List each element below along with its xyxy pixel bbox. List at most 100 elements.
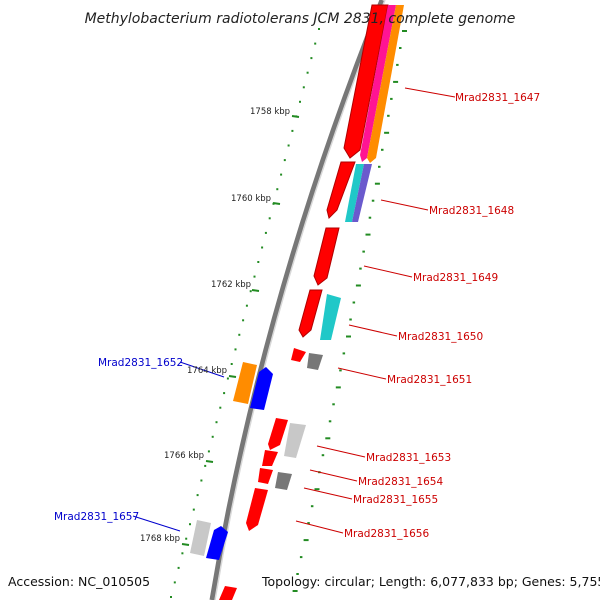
gc-dot [257,261,260,263]
cds-arrow[interactable] [343,4,389,159]
forward-gene-labels: Mrad2831_1647 Mrad2831_1648 Mrad2831_164… [344,92,540,540]
gc-dot [196,494,199,497]
map-title: Methylobacterium radiotolerans JCM 2831,… [85,11,516,27]
gc-dot [219,406,222,409]
cds-arrow[interactable] [298,289,323,338]
gc-dot [303,539,309,542]
label-leaders [132,87,456,534]
tick-mark [228,375,237,378]
gc-dot [292,590,298,592]
gc-dot [296,573,299,575]
cds-arrow[interactable] [291,348,306,362]
gene-label[interactable]: Mrad2831_1648 [429,205,514,217]
cds-arrow[interactable] [250,367,273,410]
tick-label: 1768 kbp [140,534,180,544]
gene-label[interactable]: Mrad2831_1653 [366,452,451,464]
gc-dot [368,216,372,219]
gc-dot [318,28,320,30]
gc-dot [365,233,371,236]
cds-arrow[interactable] [258,468,273,484]
gc-dot [185,537,188,540]
gc-dot [177,566,180,569]
gc-dot [249,290,252,293]
gc-dot [381,148,384,151]
tick-label: 1760 kbp [231,194,271,204]
gc-dot [314,488,320,491]
gc-dot [371,199,375,202]
tick-mark [272,202,281,205]
gc-dot [280,173,283,176]
forward-strand-features [219,4,404,600]
cds-arrow[interactable] [313,227,340,286]
gene-label[interactable]: Mrad2831_1651 [387,374,472,386]
gc-dot [352,301,356,304]
gc-dot [223,392,226,395]
genome-backbone [209,0,385,600]
gc-dot [332,403,335,406]
gene-label[interactable]: Mrad2831_1650 [398,331,483,343]
gc-dot [362,250,365,253]
cds-arrow[interactable] [262,450,278,466]
gc-dot [310,505,314,508]
gc-dot [283,159,286,162]
gc-dot [396,63,399,66]
tick-label: 1766 kbp [164,451,204,461]
gc-dot [238,333,241,336]
gc-dot [189,523,191,526]
cds-arrow[interactable] [275,472,292,490]
gc-dot [299,556,303,559]
tick-label: 1758 kbp [250,107,290,117]
gc-dot [192,508,195,511]
tick-label: 1764 kbp [187,366,227,376]
gc-dot [287,144,290,147]
gc-dot [261,246,264,249]
gene-label[interactable]: Mrad2831_1647 [455,92,540,104]
cds-arrow[interactable] [219,586,237,600]
gc-dot [393,80,399,83]
cds-arrow[interactable] [320,294,341,340]
gc-dot [328,420,332,423]
gc-dot [245,304,248,307]
cds-arrow[interactable] [307,353,323,370]
cds-arrow[interactable] [206,526,228,560]
gc-dot [359,267,362,270]
genome-summary-text: Topology: circular; Length: 6,077,833 bp… [261,574,600,589]
gene-label[interactable]: Mrad2831_1654 [358,476,443,488]
gc-dot [302,86,305,89]
tick-mark [205,460,214,463]
gc-dot [215,421,218,424]
gc-dot [325,437,331,440]
gc-dot [226,377,229,380]
gc-dot [307,522,310,525]
gc-dot [374,182,380,185]
gc-dot [200,479,203,482]
cds-arrow[interactable] [352,164,372,222]
gc-dot [349,318,352,321]
gene-label[interactable]: Mrad2831_1655 [353,494,438,506]
gc-dot [339,369,342,372]
gc-dot [335,386,341,389]
gene-label[interactable]: Mrad2831_1657 [54,511,139,523]
cds-arrow[interactable] [190,520,211,556]
cds-arrow[interactable] [284,423,306,458]
cds-arrow[interactable] [268,418,288,450]
gene-label[interactable]: Mrad2831_1649 [413,272,498,284]
gc-dot [355,284,361,287]
tick-mark [291,115,300,118]
gc-dot [378,165,381,168]
gc-dot [310,57,313,60]
cds-arrow[interactable] [360,5,396,162]
gc-dot [264,231,267,234]
cds-arrow[interactable] [233,362,257,404]
cds-arrow[interactable] [326,161,356,219]
cds-arrow[interactable] [345,164,364,222]
gene-label[interactable]: Mrad2831_1656 [344,528,429,540]
cds-arrow[interactable] [367,5,404,163]
reverse-gene-labels: Mrad2831_1652 Mrad2831_1657 [54,357,183,523]
gc-dot [276,188,279,191]
gene-label[interactable]: Mrad2831_1652 [98,357,183,369]
cds-arrow[interactable] [246,488,268,531]
gc-dot [387,114,390,117]
